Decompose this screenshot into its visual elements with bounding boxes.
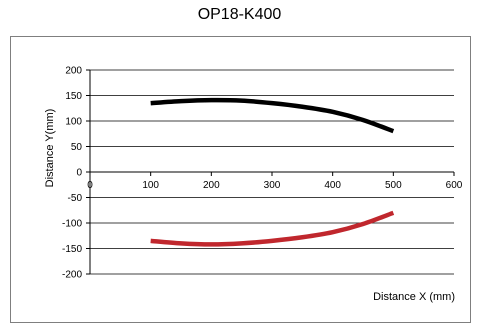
series-lines	[150, 97, 395, 247]
x-tick-label: 500	[385, 180, 402, 191]
x-tick-label: 200	[203, 180, 220, 191]
y-tick-label: 0	[76, 168, 82, 179]
x-tick-labels: 0 100 200 300 400 500 600	[87, 180, 463, 191]
y-axis-label: Distance Y(mm)	[44, 109, 56, 188]
x-axis-label: Distance X (mm)	[373, 291, 455, 303]
y-tick-label: -150	[62, 244, 82, 255]
axes	[86, 69, 455, 275]
y-tick-label: -200	[62, 270, 82, 281]
y-tick-label: 150	[65, 91, 82, 102]
series-line-2	[150, 210, 395, 247]
x-tick-label: 400	[324, 180, 341, 191]
x-tick-label: 600	[446, 180, 463, 191]
y-tick-label: -50	[68, 193, 83, 204]
y-tick-label: 50	[71, 142, 83, 153]
y-tick-label: 200	[65, 66, 82, 77]
x-tick-label: 0	[87, 180, 93, 191]
series-line-1	[150, 97, 395, 134]
y-tick-label: 100	[65, 117, 82, 128]
x-tick-label: 100	[142, 180, 159, 191]
y-tick-label: -100	[62, 219, 82, 230]
plot-frame	[10, 36, 471, 323]
y-tick-labels: 200 150 100 50 0 -50 -100 -150 -200	[62, 66, 82, 281]
gridlines	[90, 69, 454, 275]
chart-title: OP18-K400	[197, 6, 282, 23]
x-tick-label: 300	[264, 180, 281, 191]
